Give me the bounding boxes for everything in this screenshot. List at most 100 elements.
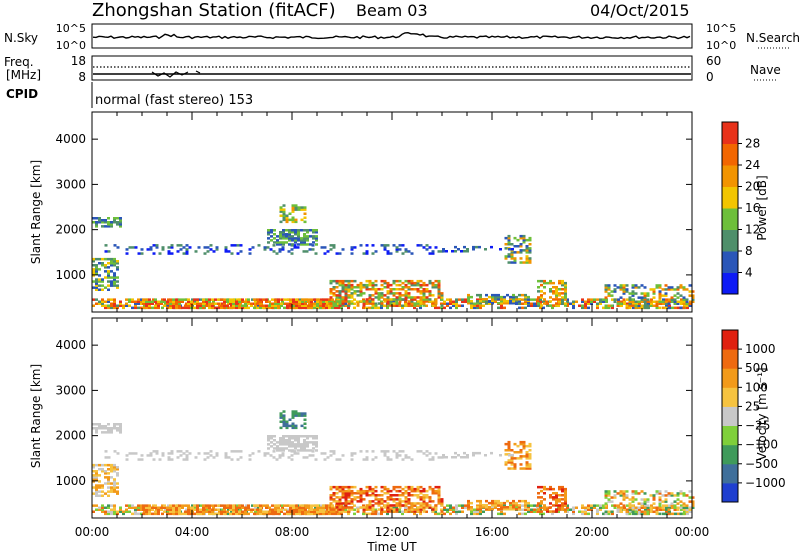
velocity-cell bbox=[145, 506, 148, 509]
velocity-cell bbox=[374, 456, 378, 459]
power-cell bbox=[107, 306, 110, 310]
velocity-cell bbox=[564, 487, 567, 491]
velocity-cell bbox=[539, 506, 542, 509]
power-cell bbox=[479, 306, 482, 310]
power-cell bbox=[431, 302, 435, 305]
velocity-cell bbox=[170, 452, 174, 455]
velocity-cell bbox=[306, 441, 309, 444]
power-cell bbox=[513, 257, 517, 260]
power-cell bbox=[107, 272, 110, 275]
velocity-cell bbox=[604, 494, 608, 497]
velocity-cell bbox=[662, 512, 665, 516]
power-cell bbox=[497, 306, 500, 310]
power-cell bbox=[145, 302, 148, 305]
velocity-cell bbox=[205, 504, 208, 507]
velocity-cell bbox=[110, 508, 113, 511]
velocity-cell bbox=[525, 444, 529, 448]
velocity-cell bbox=[279, 426, 283, 430]
velocity-cell bbox=[344, 489, 348, 493]
power-cell bbox=[389, 304, 393, 307]
power-cell bbox=[673, 300, 677, 303]
power-cell bbox=[404, 304, 408, 307]
power-cell bbox=[208, 306, 211, 310]
velocity-cell bbox=[298, 512, 301, 516]
power-cell bbox=[320, 246, 324, 249]
power-cell bbox=[670, 286, 674, 289]
power-cell bbox=[524, 300, 527, 303]
velocity-cell bbox=[634, 510, 638, 513]
velocity-cell bbox=[533, 504, 536, 507]
power-cell bbox=[279, 243, 282, 246]
velocity-cell bbox=[292, 504, 295, 507]
velocity-cell bbox=[431, 489, 435, 493]
velocity-cell bbox=[281, 452, 285, 455]
velocity-cell bbox=[229, 504, 232, 507]
velocity-cell bbox=[315, 441, 318, 444]
velocity-cell bbox=[341, 494, 345, 497]
velocity-cell bbox=[640, 506, 644, 509]
power-cell bbox=[691, 298, 695, 301]
velocity-cell bbox=[338, 508, 342, 511]
velocity-cell bbox=[419, 504, 423, 507]
power-cell bbox=[473, 302, 476, 305]
velocity-cell bbox=[413, 512, 416, 516]
power-cell bbox=[377, 298, 381, 301]
power-cell bbox=[676, 286, 680, 289]
velocity-cell bbox=[161, 504, 164, 507]
velocity-cell bbox=[519, 455, 523, 458]
velocity-cell bbox=[368, 500, 372, 503]
velocity-cell bbox=[572, 506, 575, 509]
velocity-cell bbox=[521, 504, 524, 507]
velocity-cell bbox=[253, 504, 256, 507]
velocity-cell bbox=[95, 472, 98, 475]
velocity-cell bbox=[454, 456, 457, 459]
power-cell bbox=[530, 302, 533, 305]
velocity-cell bbox=[101, 463, 104, 467]
power-cell bbox=[148, 302, 151, 305]
power-cell bbox=[176, 250, 180, 253]
power-cell bbox=[625, 288, 629, 291]
power-cell bbox=[223, 298, 226, 301]
velocity-cell bbox=[662, 508, 665, 511]
velocity-cell bbox=[125, 504, 128, 507]
velocity-cell bbox=[503, 512, 506, 516]
velocity-cell bbox=[685, 494, 689, 497]
velocity-data-cells bbox=[92, 410, 695, 516]
power-cell bbox=[283, 306, 286, 310]
velocity-cell bbox=[238, 510, 241, 513]
velocity-cell bbox=[107, 429, 110, 432]
power-cell bbox=[217, 298, 220, 301]
power-cell bbox=[542, 306, 545, 310]
velocity-cell bbox=[175, 506, 178, 509]
velocity-cell bbox=[607, 494, 611, 497]
velocity-cell bbox=[491, 501, 494, 505]
power-cell bbox=[395, 298, 399, 301]
velocity-cell bbox=[380, 489, 384, 493]
velocity-cell bbox=[328, 504, 331, 507]
velocity-cell bbox=[542, 512, 545, 516]
velocity-cell bbox=[338, 506, 342, 509]
power-cell bbox=[513, 261, 517, 264]
power-cell bbox=[172, 306, 175, 310]
power-cell bbox=[178, 300, 181, 303]
power-cell bbox=[558, 300, 561, 303]
velocity-cell bbox=[689, 506, 692, 509]
velocity-cell bbox=[549, 485, 552, 489]
power-cell bbox=[555, 286, 558, 289]
velocity-colorbar-tick-label: 100 bbox=[745, 380, 768, 394]
velocity-cell bbox=[291, 412, 295, 415]
power-cell bbox=[490, 245, 493, 249]
power-cell bbox=[564, 292, 567, 295]
velocity-cell bbox=[528, 467, 532, 470]
velocity-cell bbox=[516, 457, 520, 460]
power-cell bbox=[637, 300, 641, 303]
velocity-cell bbox=[410, 458, 414, 461]
velocity-cell bbox=[527, 510, 530, 513]
power-cell bbox=[543, 302, 546, 305]
velocity-cell bbox=[419, 510, 422, 513]
velocity-cell bbox=[398, 510, 401, 513]
velocity-cell bbox=[467, 499, 470, 503]
velocity-cell bbox=[116, 490, 119, 493]
velocity-cell bbox=[637, 492, 641, 495]
power-cell bbox=[667, 306, 671, 310]
